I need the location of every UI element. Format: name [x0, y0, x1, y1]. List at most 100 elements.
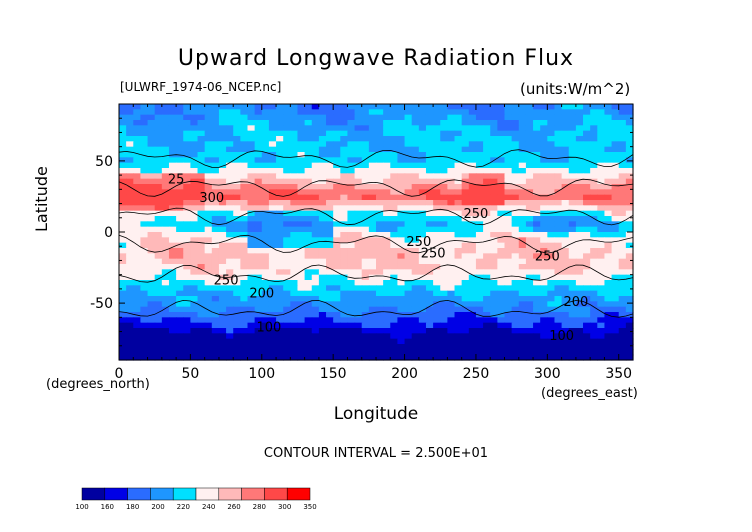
- heatmap-cell: [318, 317, 327, 324]
- heatmap-cell: [433, 146, 441, 153]
- heatmap-cell: [554, 216, 563, 222]
- heatmap-cell: [168, 338, 177, 345]
- heatmap-cell: [575, 280, 584, 286]
- heatmap-cell: [354, 349, 363, 356]
- heatmap-cell: [383, 322, 391, 329]
- heatmap-cell: [561, 114, 570, 121]
- heatmap-cell: [533, 317, 541, 324]
- heatmap-cell: [425, 237, 434, 244]
- heatmap-cell: [590, 290, 598, 297]
- heatmap-cell: [268, 354, 277, 361]
- heatmap-cell: [140, 226, 149, 233]
- heatmap-cell: [197, 312, 206, 318]
- heatmap-cell: [511, 328, 520, 334]
- heatmap-cell: [140, 232, 149, 238]
- heatmap-cell: [618, 338, 627, 345]
- heatmap-cell: [333, 333, 341, 340]
- contour-label: 200: [563, 295, 588, 310]
- heatmap-cell: [133, 328, 142, 334]
- heatmap-cell: [618, 125, 627, 132]
- heatmap-cell: [119, 248, 127, 254]
- heatmap-cell: [268, 237, 277, 244]
- heatmap-cell: [468, 210, 477, 217]
- colorbar-swatch: [264, 487, 288, 501]
- heatmap-cell: [390, 258, 399, 265]
- heatmap-cell: [511, 317, 520, 324]
- heatmap-cell: [261, 152, 270, 158]
- heatmap-cell: [154, 349, 163, 356]
- heatmap-cell: [190, 232, 199, 238]
- heatmap-cell: [597, 312, 606, 318]
- heatmap-cell: [361, 125, 370, 132]
- heatmap-cell: [397, 248, 406, 254]
- heatmap-cell: [226, 157, 234, 164]
- heatmap-cell: [490, 248, 498, 254]
- heatmap-cell: [404, 210, 413, 217]
- heatmap-cell: [340, 114, 349, 121]
- heatmap-cell: [475, 296, 484, 302]
- heatmap-cell: [226, 354, 234, 361]
- heatmap-cell: [297, 205, 306, 212]
- heatmap-cell: [333, 184, 341, 190]
- heatmap-cell: [468, 312, 477, 318]
- heatmap-cell: [618, 168, 627, 174]
- heatmap-cell: [383, 141, 391, 148]
- heatmap-cell: [533, 109, 541, 116]
- heatmap-cell: [625, 232, 634, 238]
- heatmap-cell: [333, 242, 341, 249]
- heatmap-cell: [311, 253, 320, 260]
- heatmap-cell: [518, 125, 527, 132]
- heatmap-cell: [590, 328, 598, 334]
- heatmap-cell: [590, 306, 598, 313]
- heatmap-cell: [554, 157, 563, 164]
- heatmap-cell: [440, 194, 448, 201]
- heatmap-cell: [483, 221, 491, 228]
- heatmap-cell: [261, 146, 270, 153]
- heatmap-cell: [233, 168, 241, 174]
- heatmap-cell: [383, 312, 391, 318]
- heatmap-cell: [168, 354, 177, 361]
- heatmap-cell: [497, 349, 506, 356]
- heatmap-cell: [425, 136, 434, 142]
- heatmap-cell: [390, 301, 399, 308]
- heatmap-cell: [354, 354, 363, 361]
- heatmap-cell: [240, 344, 249, 350]
- heatmap-cell: [268, 120, 277, 126]
- heatmap-cell: [326, 157, 334, 164]
- heatmap-cell: [176, 109, 184, 116]
- heatmap-cell: [333, 344, 341, 350]
- heatmap-cell: [397, 152, 406, 158]
- heatmap-cell: [540, 173, 548, 180]
- heatmap-cell: [525, 306, 534, 313]
- heatmap-cell: [447, 237, 456, 244]
- heatmap-cell: [297, 338, 306, 345]
- heatmap-cell: [190, 296, 199, 302]
- heatmap-cell: [261, 274, 270, 281]
- heatmap-cell: [290, 168, 299, 174]
- heatmap-cell: [425, 200, 434, 206]
- heatmap-cell: [383, 338, 391, 345]
- heatmap-cell: [368, 242, 377, 249]
- heatmap-cell: [454, 285, 463, 292]
- heatmap-cell: [511, 226, 520, 233]
- heatmap-cell: [261, 184, 270, 190]
- heatmap-cell: [504, 125, 513, 132]
- heatmap-cell: [533, 125, 541, 132]
- heatmap-cell: [504, 290, 513, 297]
- heatmap-cell: [554, 258, 563, 265]
- heatmap-cell: [468, 354, 477, 361]
- heatmap-cell: [197, 338, 206, 345]
- heatmap-cell: [276, 296, 284, 302]
- heatmap-cell: [404, 226, 413, 233]
- heatmap-cell: [533, 136, 541, 142]
- heatmap-cell: [354, 221, 363, 228]
- heatmap-cell: [611, 312, 620, 318]
- heatmap-cell: [119, 125, 127, 132]
- heatmap-cell: [218, 253, 227, 260]
- heatmap-cell: [440, 226, 448, 233]
- heatmap-cell: [226, 338, 234, 345]
- heatmap-cell: [368, 173, 377, 180]
- heatmap-cell: [497, 280, 506, 286]
- heatmap-cell: [454, 258, 463, 265]
- heatmap-cell: [126, 109, 134, 116]
